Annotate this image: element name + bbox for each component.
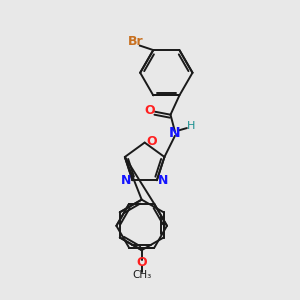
Text: N: N (158, 174, 169, 187)
Text: H: H (187, 121, 195, 131)
Text: O: O (146, 135, 157, 148)
Text: CH₃: CH₃ (132, 270, 151, 280)
Text: O: O (136, 256, 147, 269)
Text: N: N (121, 174, 131, 187)
Text: O: O (144, 104, 155, 117)
Text: Br: Br (128, 35, 143, 48)
Text: N: N (169, 126, 180, 140)
